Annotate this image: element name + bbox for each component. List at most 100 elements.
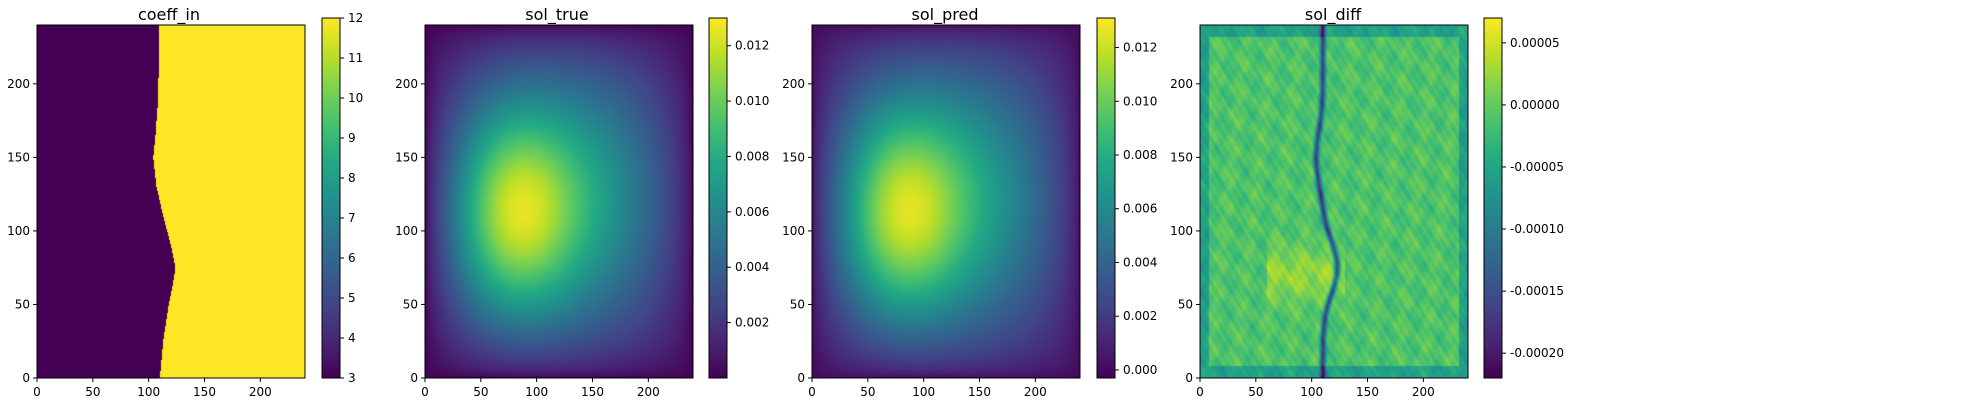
colorbar-tick-label: 5 xyxy=(348,291,356,305)
colorbar-tick-label: 0.012 xyxy=(735,39,769,53)
panel-sol-pred: sol_pred 0 50 100 150 200 0 50 100 150 200 0.000… xyxy=(782,5,1157,399)
y-tick-label: 150 xyxy=(7,150,30,164)
colorbar-tick-label: 0.002 xyxy=(735,316,769,330)
colorbar-tick-label: 6 xyxy=(348,251,356,265)
colorbar-tick-label: 11 xyxy=(348,51,363,65)
y-tick-label: 100 xyxy=(395,224,418,238)
colorbar-tick-label: 0.00005 xyxy=(1510,36,1560,50)
y-tick-label: 100 xyxy=(782,224,805,238)
y-tick-label: 0 xyxy=(1185,371,1193,385)
colorbar-ticks: -0.00020 -0.00015 -0.00010 -0.00005 0.00000 0… xyxy=(1502,36,1564,360)
panel-title: sol_true xyxy=(525,5,588,25)
y-tick-label: 200 xyxy=(7,77,30,91)
plot-frame xyxy=(424,24,694,379)
colorbar-tick-label: 3 xyxy=(348,371,356,385)
x-tick-label: 100 xyxy=(137,385,160,399)
colorbar-tick-label: 12 xyxy=(348,11,363,25)
panel-title: coeff_in xyxy=(138,5,200,25)
y-tick-label: 0 xyxy=(797,371,805,385)
x-axis: 0 50 100 150 200 xyxy=(33,378,272,399)
x-tick-label: 50 xyxy=(1248,385,1263,399)
x-tick-label: 0 xyxy=(808,385,816,399)
x-tick-label: 0 xyxy=(33,385,41,399)
y-tick-label: 0 xyxy=(410,371,418,385)
y-tick-label: 200 xyxy=(395,77,418,91)
y-tick-label: 150 xyxy=(1170,150,1193,164)
plot-frame xyxy=(1199,24,1469,379)
colorbar-frame xyxy=(708,17,728,379)
x-tick-label: 50 xyxy=(860,385,875,399)
panel-title: sol_pred xyxy=(912,5,979,25)
x-axis: 0 50 100 150 200 xyxy=(808,378,1047,399)
colorbar-ticks: 0.002 0.004 0.006 0.008 0.010 0.012 xyxy=(727,39,769,330)
colorbar-tick-label: -0.00015 xyxy=(1510,284,1564,298)
x-tick-label: 50 xyxy=(85,385,100,399)
y-tick-label: 200 xyxy=(1170,77,1193,91)
colorbar-tick-label: 4 xyxy=(348,331,356,345)
panel-coeff-in: coeff_in 0 50 100 150 200 0 50 100 150 200 3 4 5 6 7… xyxy=(7,5,363,399)
plot-frame xyxy=(36,24,306,379)
colorbar-frame xyxy=(321,17,341,379)
y-axis: 0 50 100 150 200 xyxy=(782,77,812,385)
y-tick-label: 50 xyxy=(403,297,418,311)
x-tick-label: 0 xyxy=(421,385,429,399)
colorbar xyxy=(322,18,340,378)
y-axis: 0 50 100 150 200 xyxy=(1170,77,1200,385)
colorbar-tick-label: 10 xyxy=(348,91,363,105)
y-tick-label: 100 xyxy=(1170,224,1193,238)
x-tick-label: 150 xyxy=(968,385,991,399)
x-tick-label: 100 xyxy=(912,385,935,399)
plot-frame xyxy=(811,24,1081,379)
x-tick-label: 0 xyxy=(1196,385,1204,399)
heatmap-plot-area xyxy=(812,25,1080,378)
colorbar-tick-label: -0.00020 xyxy=(1510,346,1564,360)
heatmap-plot-area xyxy=(425,25,693,378)
y-axis: 0 50 100 150 200 xyxy=(7,77,37,385)
colorbar-ticks: 3 4 5 6 7 8 9 10 11 12 xyxy=(340,11,363,385)
colorbar-tick-label: 0.004 xyxy=(735,260,769,274)
x-tick-label: 200 xyxy=(637,385,660,399)
x-axis: 0 50 100 150 200 xyxy=(1196,378,1435,399)
colorbar-ticks: 0.000 0.002 0.004 0.006 0.008 0.010 0.012 xyxy=(1115,41,1157,377)
colorbar-tick-label: 0.010 xyxy=(735,94,769,108)
x-tick-label: 200 xyxy=(1412,385,1435,399)
y-tick-label: 0 xyxy=(22,371,30,385)
y-tick-label: 100 xyxy=(7,224,30,238)
y-tick-label: 50 xyxy=(1178,297,1193,311)
y-tick-label: 50 xyxy=(790,297,805,311)
colorbar-tick-label: 0.012 xyxy=(1123,41,1157,55)
panel-title: sol_diff xyxy=(1305,5,1362,25)
x-tick-label: 50 xyxy=(473,385,488,399)
colorbar xyxy=(709,18,727,378)
colorbar-tick-label: -0.00005 xyxy=(1510,160,1564,174)
colorbar-frame xyxy=(1483,17,1503,379)
colorbar-tick-label: -0.00010 xyxy=(1510,222,1564,236)
colorbar-tick-label: 0.00000 xyxy=(1510,98,1560,112)
x-tick-label: 100 xyxy=(525,385,548,399)
colorbar-tick-label: 0.002 xyxy=(1123,309,1157,323)
y-tick-label: 150 xyxy=(395,150,418,164)
x-tick-label: 150 xyxy=(1356,385,1379,399)
colorbar xyxy=(1484,18,1502,378)
colorbar-tick-label: 7 xyxy=(348,211,356,225)
colorbar-tick-label: 0.000 xyxy=(1123,363,1157,377)
panel-sol-true: sol_true 0 50 100 150 200 0 50 100 150 200 0.002… xyxy=(395,5,769,399)
colorbar-frame xyxy=(1096,17,1116,379)
y-tick-label: 200 xyxy=(782,77,805,91)
x-tick-label: 150 xyxy=(581,385,604,399)
colorbar xyxy=(1097,18,1115,378)
colorbar-tick-label: 8 xyxy=(348,171,356,185)
y-tick-label: 150 xyxy=(782,150,805,164)
colorbar-tick-label: 0.008 xyxy=(735,149,769,163)
colorbar-tick-label: 0.006 xyxy=(735,205,769,219)
x-tick-label: 150 xyxy=(193,385,216,399)
heatmap-plot-area xyxy=(37,25,305,378)
y-tick-label: 50 xyxy=(15,297,30,311)
y-axis: 0 50 100 150 200 xyxy=(395,77,425,385)
x-tick-label: 200 xyxy=(249,385,272,399)
x-tick-label: 200 xyxy=(1024,385,1047,399)
colorbar-tick-label: 0.004 xyxy=(1123,255,1157,269)
x-axis: 0 50 100 150 200 xyxy=(421,378,660,399)
colorbar-tick-label: 0.006 xyxy=(1123,202,1157,216)
